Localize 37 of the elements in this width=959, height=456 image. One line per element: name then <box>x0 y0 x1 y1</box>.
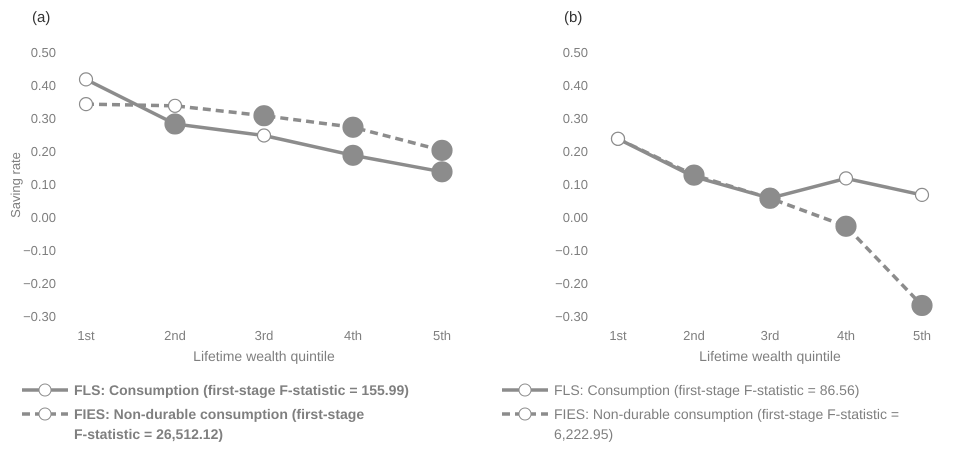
chart-title: (b) <box>564 9 582 26</box>
x-tick-label: 5th <box>432 328 452 344</box>
legend-label: FLS: Consumption (first-stage F-statistic = 86.56) <box>554 382 860 398</box>
legend-label: FIES: Non-durable consumption (first-stage F-statistic = 26,512.12) <box>74 406 364 442</box>
x-tick-label: 4th <box>836 328 856 344</box>
x-tick-label: 2nd <box>683 328 705 344</box>
x-tick-label: 1st <box>77 328 96 344</box>
y-tick-label: −0.20 <box>555 276 588 292</box>
x-tick-label: 3rd <box>254 328 274 344</box>
y-tick-label: −0.30 <box>555 309 588 324</box>
legend-label: FIES: Non-durable consumption (first-stage F-statistic = 6,222.95) <box>554 406 900 442</box>
y-tick-label: −0.20 <box>23 276 56 292</box>
y-tick-label: 0.00 <box>562 210 588 226</box>
y-tick-label: −0.10 <box>555 243 588 258</box>
y-tick-label: 0.10 <box>562 177 588 192</box>
x-axis-title: Lifetime wealth quintile <box>193 348 336 364</box>
x-tick-label: 1st <box>609 328 628 344</box>
x-axis-title: Lifetime wealth quintile <box>699 348 842 364</box>
y-tick-label: 0.40 <box>562 78 588 94</box>
y-tick-label: −0.10 <box>23 243 56 258</box>
y-tick-label: 0.20 <box>30 144 56 160</box>
y-tick-label: 0.10 <box>30 177 56 192</box>
legend-label: FLS: Consumption (first-stage F-statistic = 155.99) <box>74 382 409 398</box>
y-tick-label: 0.20 <box>562 144 588 160</box>
chart-title: (a) <box>32 9 50 26</box>
y-tick-label: 0.30 <box>562 111 588 126</box>
x-tick-label: 2nd <box>164 328 186 344</box>
y-axis-title: Saving rate <box>8 152 23 218</box>
x-tick-label: 5th <box>912 328 932 344</box>
y-tick-label: 0.30 <box>30 111 56 126</box>
y-tick-label: 0.40 <box>30 78 56 94</box>
x-tick-label: 4th <box>344 328 362 344</box>
x-tick-label: 3rd <box>760 328 780 344</box>
y-tick-label: −0.30 <box>23 309 56 324</box>
y-tick-label: 0.50 <box>562 45 588 60</box>
y-tick-label: 0.00 <box>30 210 56 226</box>
y-tick-label: 0.50 <box>30 45 56 60</box>
